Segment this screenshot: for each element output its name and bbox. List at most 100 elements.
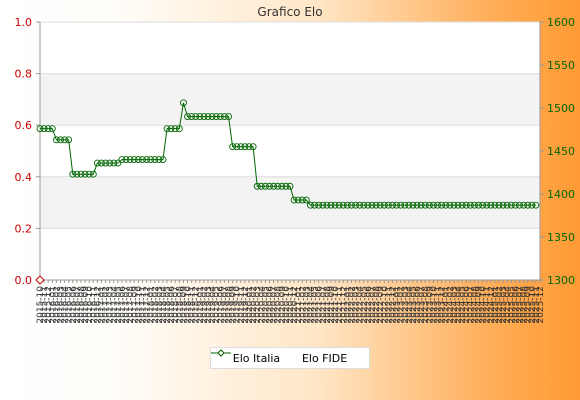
data-point xyxy=(270,182,278,190)
x-tick-label: 2015-12 xyxy=(44,286,54,324)
x-tick-label: 2020-11 xyxy=(286,286,296,324)
data-point xyxy=(348,201,355,209)
data-point xyxy=(118,156,126,164)
data-point xyxy=(36,125,44,133)
data-point xyxy=(253,182,261,190)
data-point xyxy=(278,182,286,190)
data-point xyxy=(167,125,175,133)
data-point xyxy=(339,201,347,209)
x-tick-label: 2016-06 xyxy=(69,286,79,324)
x-tick-label: 2022-07 xyxy=(368,286,378,324)
data-point xyxy=(290,196,298,204)
x-tick-label: 2025-05 xyxy=(507,286,517,324)
left-tick-label: 1.0 xyxy=(15,16,33,29)
x-tick-label: 2019-03 xyxy=(204,286,214,324)
data-point xyxy=(434,201,441,209)
data-point xyxy=(446,201,454,209)
x-tick-label: 2017-03 xyxy=(106,286,116,324)
data-point xyxy=(475,201,482,209)
data-point xyxy=(241,143,249,151)
right-tick-label: 1550 xyxy=(547,59,575,72)
data-point xyxy=(122,156,130,164)
x-tick-label: 2023-07 xyxy=(417,286,427,324)
data-point xyxy=(85,170,93,178)
data-point xyxy=(225,113,232,121)
data-point xyxy=(65,136,73,144)
data-point xyxy=(192,113,200,121)
data-point xyxy=(163,125,171,133)
grid-band xyxy=(40,73,540,126)
x-tick-label: 2020-05 xyxy=(261,286,271,324)
x-tick-label: 2018-10 xyxy=(184,286,194,324)
x-tick-label: 2017-04 xyxy=(110,286,120,324)
x-tick-label: 2025-08 xyxy=(520,286,530,324)
x-tick-label: 2022-08 xyxy=(372,286,382,324)
data-point xyxy=(470,201,478,209)
data-point xyxy=(57,136,64,144)
x-tick-label: 2021-08 xyxy=(323,286,333,324)
data-point xyxy=(134,156,142,164)
data-point xyxy=(462,201,470,209)
right-tick-label: 1350 xyxy=(547,231,575,244)
data-point xyxy=(524,201,532,209)
data-point xyxy=(294,196,302,204)
data-point xyxy=(507,201,515,209)
grid-band xyxy=(40,125,540,177)
x-tick-label: 2017-09 xyxy=(130,286,140,324)
x-tick-label: 2020-02 xyxy=(249,286,259,324)
data-point xyxy=(171,125,179,133)
data-point xyxy=(393,201,401,209)
legend-label-elo-fide: Elo FIDE xyxy=(301,351,348,365)
data-point xyxy=(417,201,425,209)
x-tick-label: 2021-02 xyxy=(298,286,308,324)
x-tick-label: 2021-03 xyxy=(302,286,312,324)
x-tick-label: 2018-04 xyxy=(159,286,169,324)
data-point xyxy=(200,113,208,121)
data-point xyxy=(257,182,265,190)
data-point xyxy=(409,201,417,209)
x-tick-label: 2024-09 xyxy=(475,286,485,324)
data-point xyxy=(491,201,499,209)
x-tick-label: 2025-03 xyxy=(499,286,509,324)
x-tick-label: 2022-05 xyxy=(360,286,370,324)
data-point xyxy=(52,136,60,144)
data-point xyxy=(528,201,536,209)
x-tick-label: 2016-08 xyxy=(77,286,87,324)
data-point xyxy=(143,156,151,164)
x-tick-label: 2018-11 xyxy=(188,286,198,324)
data-point xyxy=(360,201,368,209)
left-tick-label: 0.2 xyxy=(15,222,33,235)
x-tick-label: 2022-11 xyxy=(384,286,394,324)
right-tick-label: 1500 xyxy=(547,102,575,115)
left-tick-label: 0.4 xyxy=(15,171,33,184)
x-tick-label: 2019-04 xyxy=(208,286,218,324)
x-tick-label: 2021-01 xyxy=(294,286,304,324)
x-tick-label: 2016-01 xyxy=(48,286,58,324)
data-point xyxy=(73,170,81,178)
right-tick-label: 1300 xyxy=(547,274,575,287)
data-point xyxy=(368,201,376,209)
data-point xyxy=(188,113,196,121)
x-tick-label: 2021-07 xyxy=(319,286,329,324)
x-tick-label: 2023-06 xyxy=(413,286,423,324)
data-point xyxy=(40,125,48,133)
x-tick-label: 2016-10 xyxy=(85,286,95,324)
data-point xyxy=(356,201,364,209)
x-tick-label: 2024-10 xyxy=(479,286,489,324)
x-tick-label: 2024-11 xyxy=(483,286,493,324)
data-point xyxy=(261,182,269,190)
legend-marker-green-icon xyxy=(211,349,231,357)
data-point xyxy=(311,201,319,209)
grid-band xyxy=(40,22,540,74)
data-point xyxy=(98,159,105,167)
data-point xyxy=(110,159,118,167)
x-tick-label: 2019-09 xyxy=(229,286,239,324)
data-point xyxy=(421,201,429,209)
x-tick-label: 2021-12 xyxy=(339,286,349,324)
x-tick-label: 2017-08 xyxy=(126,286,136,324)
data-point xyxy=(208,113,216,121)
x-tick-label: 2018-12 xyxy=(192,286,202,324)
data-point xyxy=(212,113,220,121)
left-tick-label: 0.0 xyxy=(15,274,33,287)
